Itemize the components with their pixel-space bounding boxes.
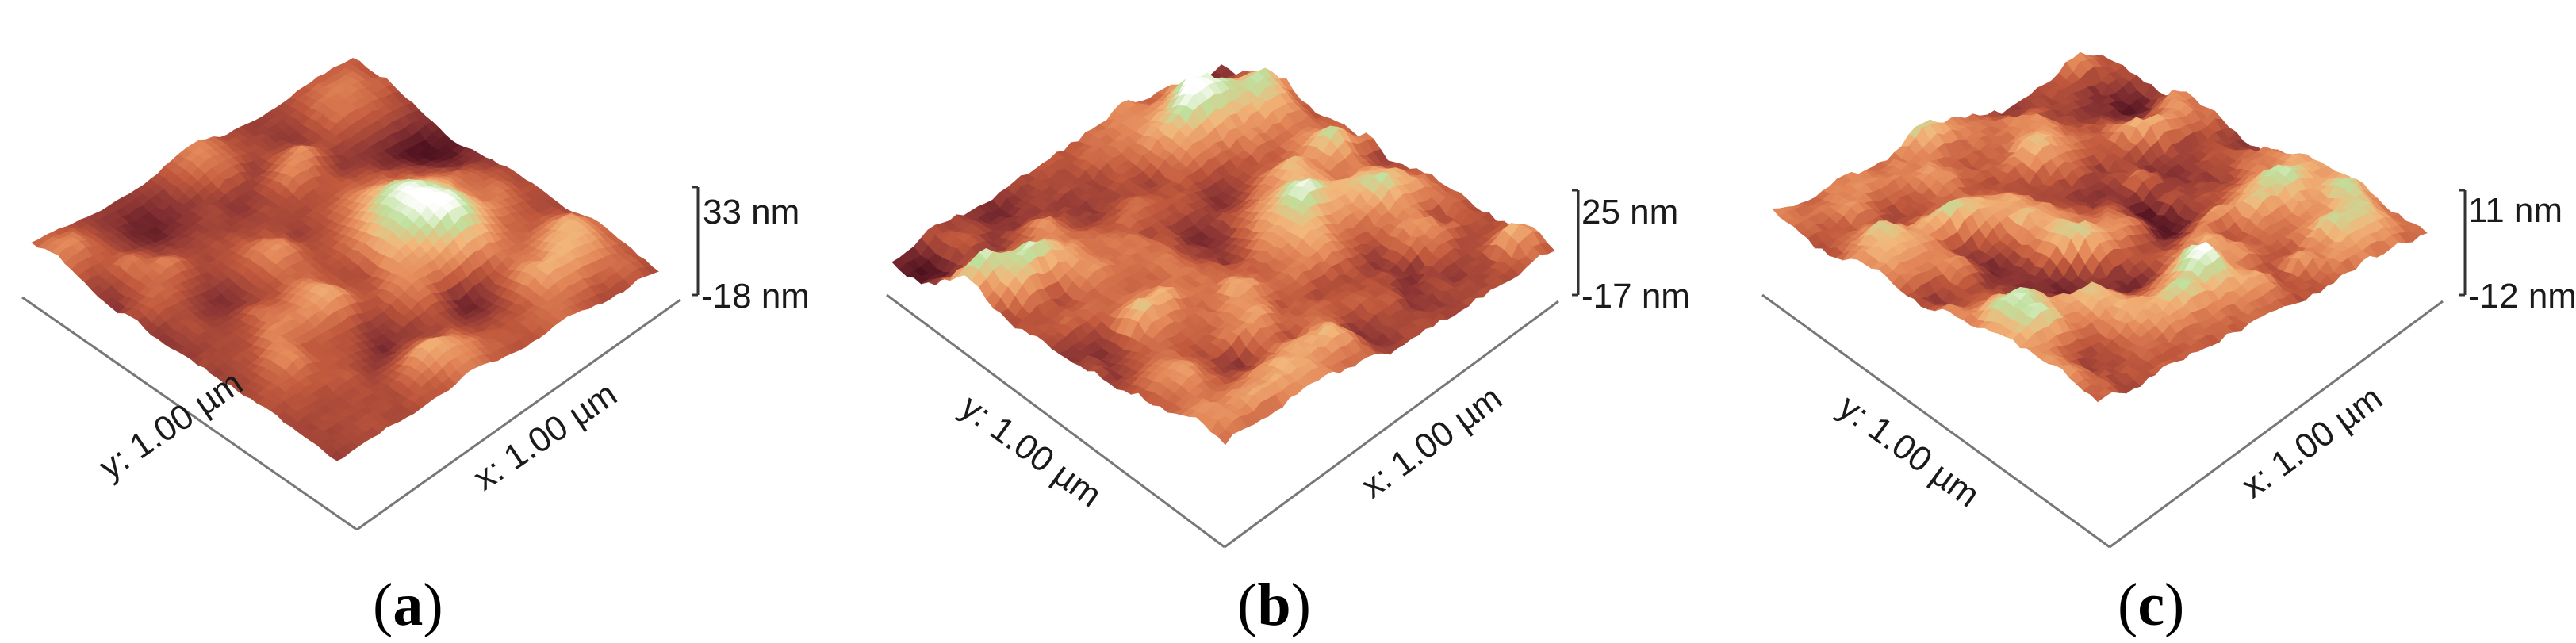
y-axis-label-b: y: 1.00 µm — [953, 387, 1109, 515]
afm-surface-c — [1772, 52, 2428, 403]
afm-surface-a — [31, 58, 659, 461]
z-scale-c: 11 nm -12 nm — [2459, 189, 2576, 316]
z-scale-a: 33 nm -18 nm — [692, 186, 810, 316]
z-scale-b: 25 nm -17 nm — [1572, 189, 1690, 316]
y-axis-line-b — [886, 293, 1225, 549]
z-min-label-a: -18 nm — [701, 277, 810, 316]
y-axis-line-c — [1761, 293, 2110, 549]
z-max-label-c: 11 nm — [2468, 191, 2563, 230]
z-min-label-b: -17 nm — [1581, 277, 1690, 316]
panel-c: y: 1.00 µm x: 1.00 µm 11 nm -12 nm (c) — [1761, 52, 2576, 638]
z-max-label-a: 33 nm — [703, 193, 799, 232]
panel-label-c: (c) — [2118, 572, 2184, 638]
y-axis-label-a: y: 1.00 µm — [92, 363, 249, 487]
x-axis-label-b: x: 1.00 µm — [1354, 378, 1509, 506]
panel-a: y: 1.00 µm x: 1.00 µm 33 nm -18 nm (a) — [21, 58, 810, 638]
x-axis-line-a — [356, 298, 681, 531]
x-axis-line-b — [1224, 300, 1559, 549]
x-axis-line-c — [2109, 300, 2444, 549]
afm-surface-b — [891, 64, 1555, 446]
y-axis-line-a — [21, 296, 358, 531]
panel-b: y: 1.00 µm x: 1.00 µm 25 nm -17 nm (b) — [886, 64, 1690, 638]
z-max-label-b: 25 nm — [1581, 193, 1678, 232]
y-axis-label-c: y: 1.00 µm — [1831, 387, 1987, 515]
panel-label-b: (b) — [1237, 572, 1311, 638]
z-min-label-c: -12 nm — [2468, 277, 2576, 316]
panel-label-a: (a) — [373, 572, 443, 638]
